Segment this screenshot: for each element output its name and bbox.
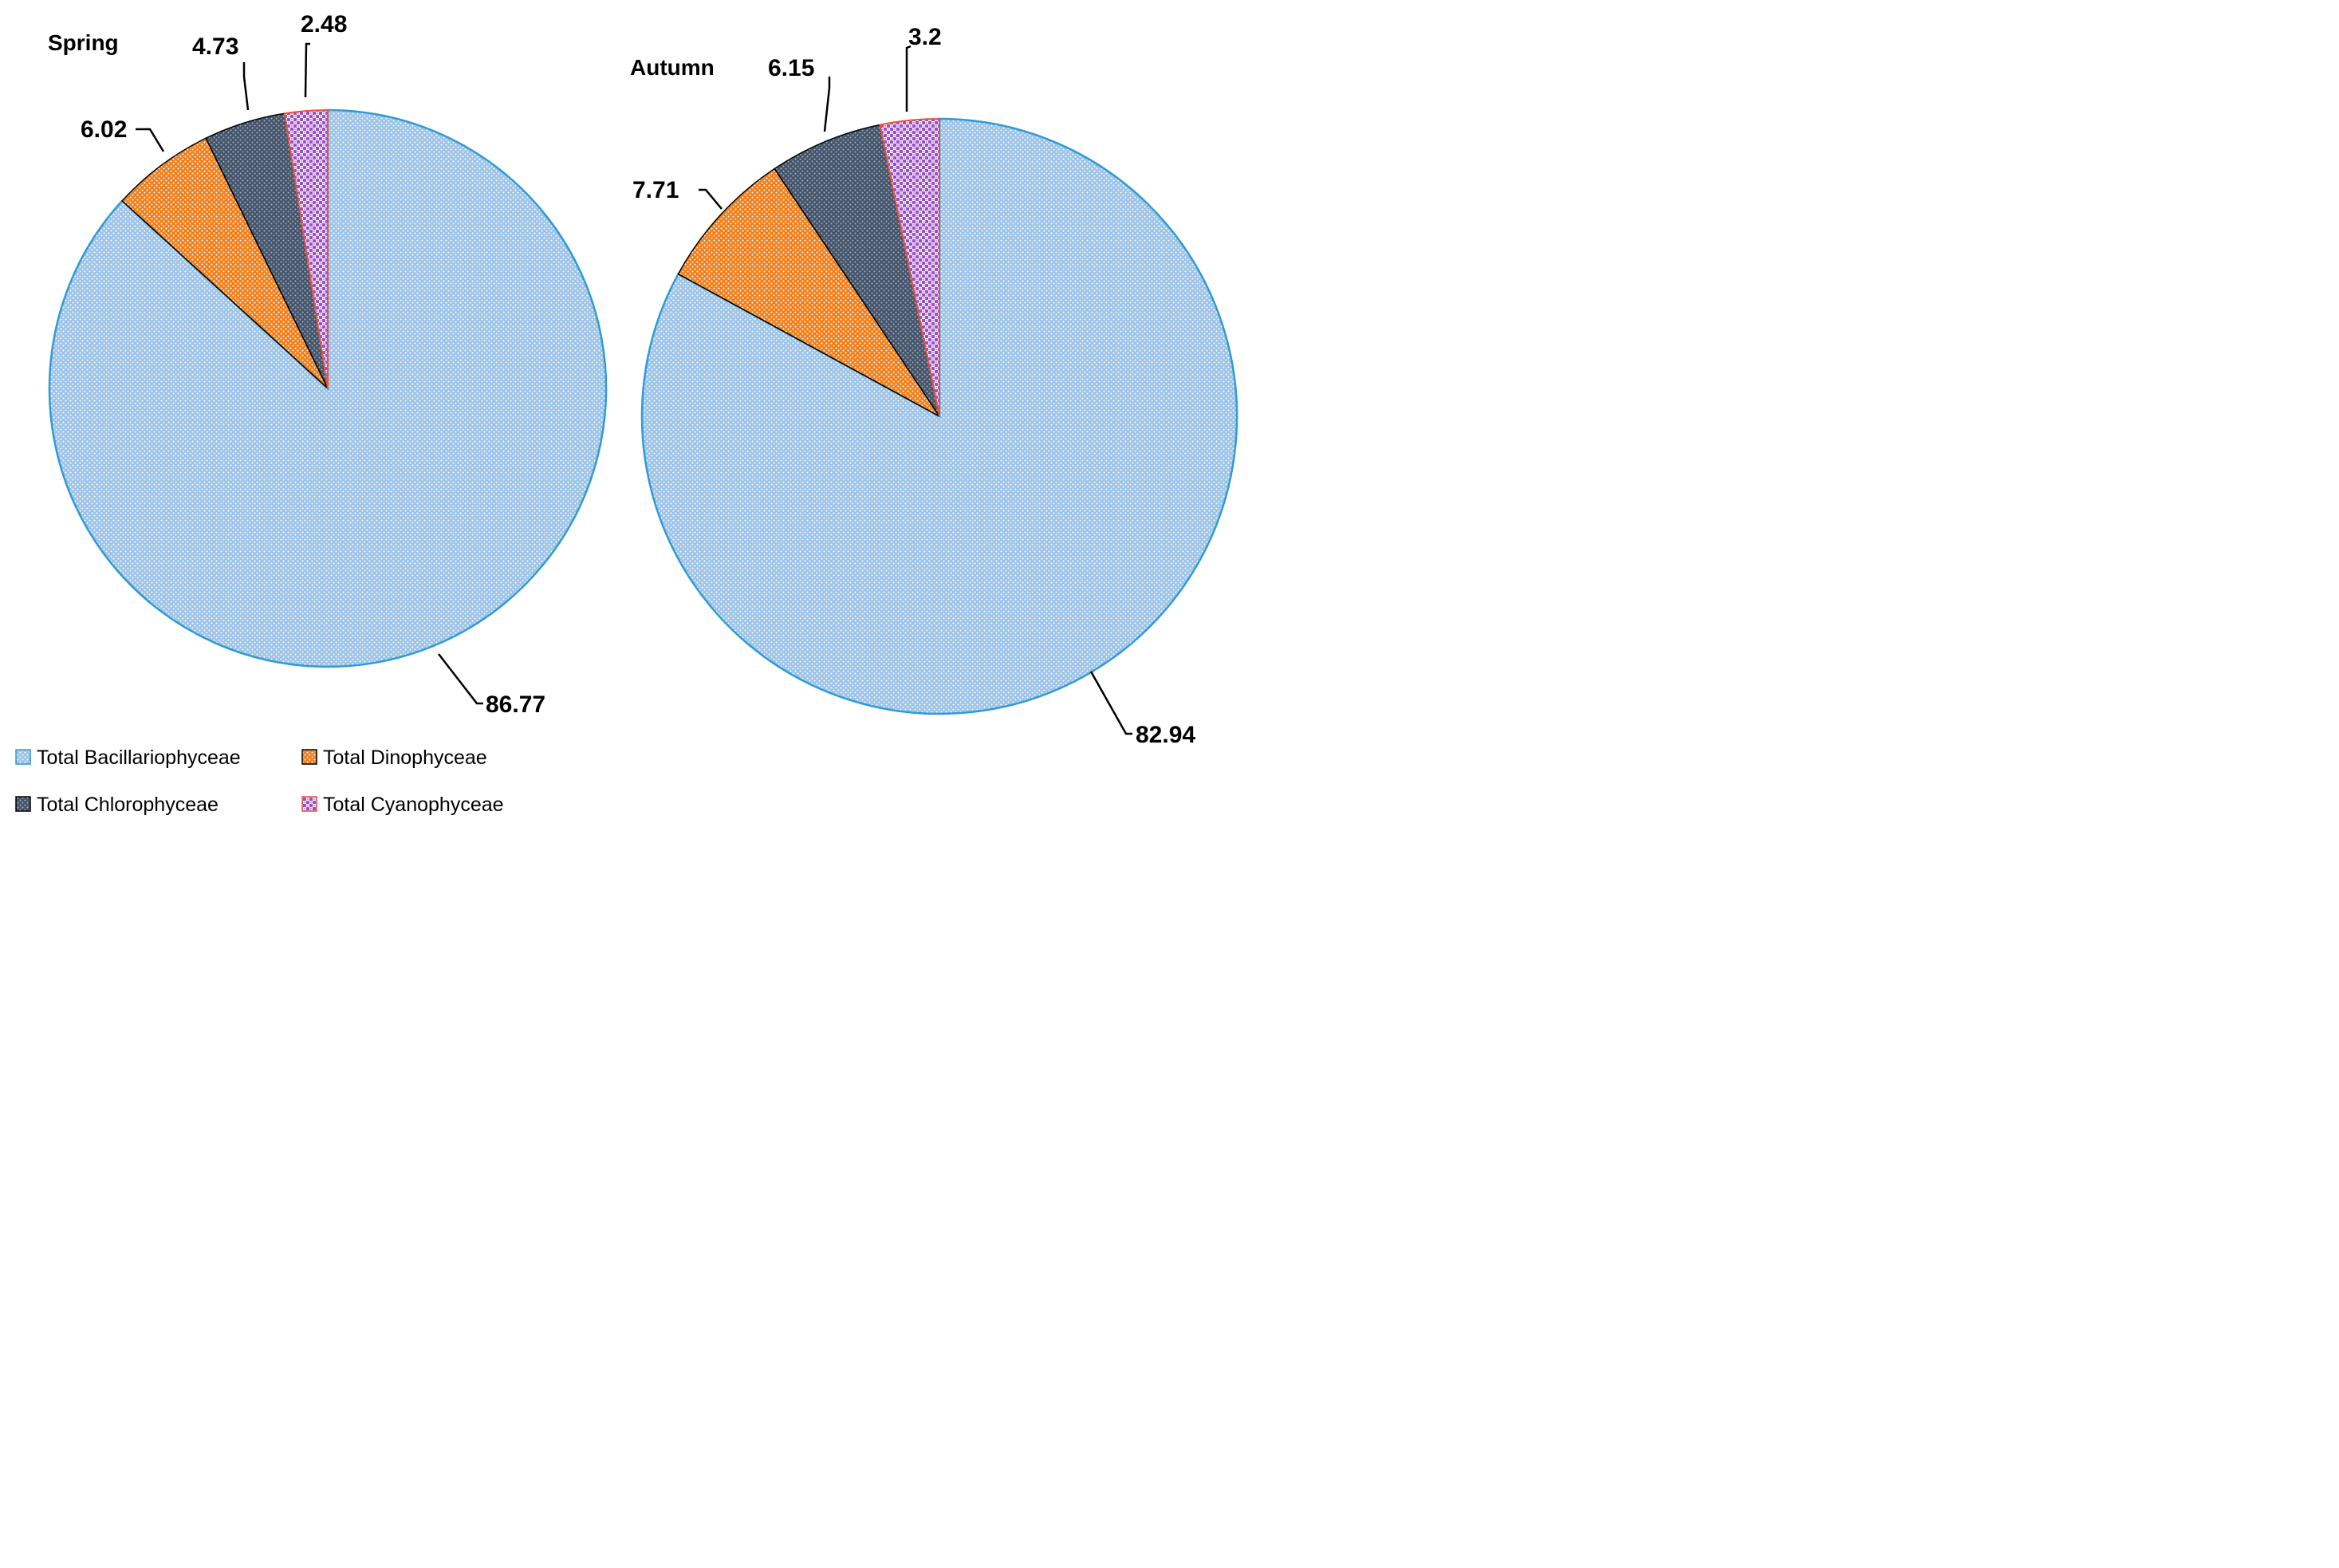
data-label-autumn-chlorophyceae: 6.15 xyxy=(768,55,814,81)
data-label-spring-cyanophyceae: 2.48 xyxy=(301,11,347,37)
data-label-spring-chlorophyceae: 4.73 xyxy=(192,33,238,60)
legend: Total Bacillariophyceae Total Dinophycea… xyxy=(15,747,504,816)
data-label-autumn-bacillariophyceae: 82.94 xyxy=(1136,722,1195,748)
legend-label-chlorophyceae: Total Chlorophyceae xyxy=(37,794,219,816)
leader-line-autumn-3-2 xyxy=(905,45,912,112)
legend-item-cyanophyceae: Total Cyanophyceae xyxy=(301,794,504,816)
dotted-blue-swatch-icon xyxy=(15,749,31,765)
dotted-navy-swatch-icon xyxy=(15,796,31,812)
slice-autumn-cyanophyceae xyxy=(879,117,940,417)
slice-autumn-dinophyceae xyxy=(677,167,940,417)
chart-title-spring: Spring xyxy=(48,30,119,55)
leader-line-spring-4-73 xyxy=(242,62,250,111)
leader-line-autumn-6-15 xyxy=(823,77,831,132)
data-label-autumn-dinophyceae: 7.71 xyxy=(632,177,679,203)
leader-line-spring-2-48 xyxy=(304,42,310,98)
pie-charts-figure: Spring 86.77 6.02 4.73 2.48 Autumn 82.94… xyxy=(15,11,1238,816)
data-label-autumn-cyanophyceae: 3.2 xyxy=(908,24,942,50)
leader-line-spring-86-77 xyxy=(438,653,483,705)
slice-spring-dinophyceae xyxy=(121,137,329,389)
legend-label-cyanophyceae: Total Cyanophyceae xyxy=(323,794,504,816)
pie-spring: Spring 86.77 6.02 4.73 2.48 xyxy=(48,11,608,718)
legend-label-bacillariophyceae: Total Bacillariophyceae xyxy=(37,747,241,769)
leader-line-autumn-82-94 xyxy=(1089,671,1132,735)
legend-item-dinophyceae: Total Dinophyceae xyxy=(301,747,487,769)
legend-item-chlorophyceae: Total Chlorophyceae xyxy=(15,794,219,816)
data-label-spring-dinophyceae: 6.02 xyxy=(81,116,127,143)
slice-spring-cyanophyceae xyxy=(283,108,329,389)
checkered-purple-swatch-icon xyxy=(301,796,317,812)
leader-line-spring-6-02 xyxy=(136,128,165,152)
data-label-spring-bacillariophyceae: 86.77 xyxy=(486,691,545,718)
slice-autumn-chlorophyceae xyxy=(774,124,940,417)
pie-autumn: Autumn 82.94 7.71 6.15 3.2 xyxy=(630,24,1238,748)
dotted-orange-swatch-icon xyxy=(301,749,317,765)
legend-item-bacillariophyceae: Total Bacillariophyceae xyxy=(15,747,241,769)
leader-line-autumn-7-71 xyxy=(699,188,723,210)
legend-label-dinophyceae: Total Dinophyceae xyxy=(323,747,487,769)
chart-title-autumn: Autumn xyxy=(630,55,715,80)
